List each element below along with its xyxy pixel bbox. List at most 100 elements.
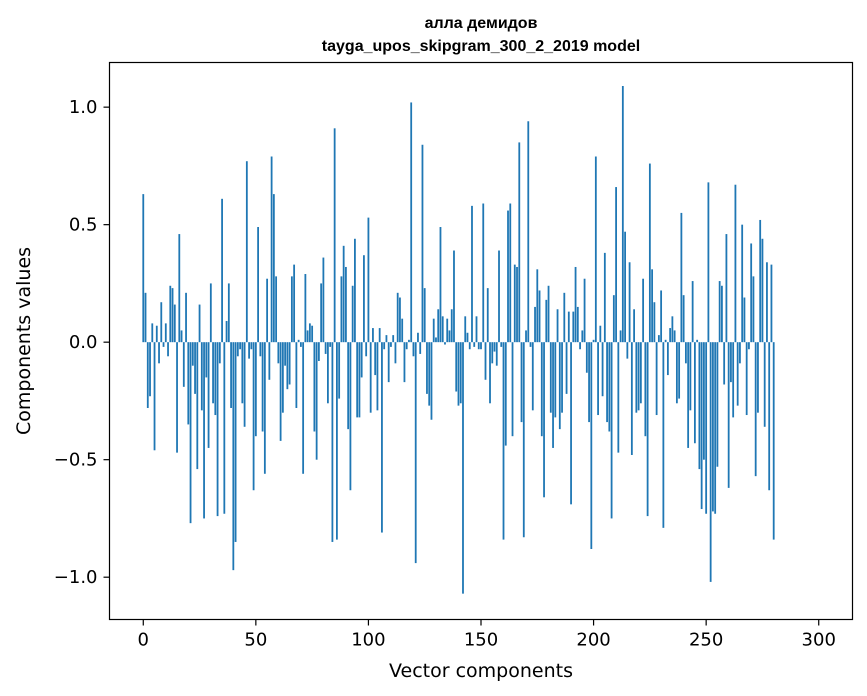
bar bbox=[529, 342, 532, 347]
bar bbox=[171, 288, 174, 343]
x-tick-label: 300 bbox=[802, 630, 836, 651]
bar bbox=[770, 264, 773, 343]
bar bbox=[581, 330, 584, 343]
bar bbox=[673, 330, 676, 343]
bar bbox=[660, 290, 663, 343]
bar bbox=[495, 342, 498, 366]
bar bbox=[669, 328, 672, 343]
bar bbox=[588, 342, 590, 423]
bar bbox=[608, 342, 611, 432]
bar bbox=[167, 342, 169, 357]
bar bbox=[691, 281, 694, 343]
bar bbox=[345, 266, 347, 343]
bar bbox=[621, 86, 624, 343]
bar bbox=[322, 257, 325, 343]
bar bbox=[403, 342, 406, 383]
bar bbox=[579, 342, 581, 350]
bar bbox=[182, 342, 185, 387]
chart-subtitle: tayga_upos_skipgram_300_2_2019 model bbox=[322, 38, 640, 55]
bar bbox=[696, 339, 699, 343]
bar bbox=[153, 342, 156, 451]
bar bbox=[462, 342, 464, 594]
bar bbox=[214, 342, 217, 416]
y-tick-label: −1.0 bbox=[54, 567, 98, 588]
bar-series bbox=[142, 86, 775, 594]
bar bbox=[745, 342, 748, 416]
bar bbox=[504, 342, 507, 446]
bar bbox=[194, 342, 196, 394]
x-tick-label: 200 bbox=[576, 630, 610, 651]
bar bbox=[457, 342, 460, 406]
bar bbox=[624, 231, 626, 343]
y-axis-label: Components values bbox=[13, 247, 35, 435]
bar bbox=[671, 316, 674, 343]
bar bbox=[489, 342, 491, 404]
bar bbox=[662, 342, 665, 528]
bar bbox=[401, 318, 404, 343]
bar bbox=[439, 227, 442, 343]
bar bbox=[606, 342, 608, 423]
bar bbox=[543, 342, 545, 498]
bar bbox=[408, 339, 410, 343]
bar bbox=[459, 342, 462, 404]
chart-title: алла демидов bbox=[425, 15, 538, 32]
bar bbox=[734, 184, 737, 343]
bar bbox=[444, 342, 446, 345]
bar bbox=[768, 342, 771, 491]
bar bbox=[396, 292, 399, 343]
bar bbox=[311, 325, 314, 343]
bar bbox=[748, 342, 750, 350]
bar bbox=[727, 342, 730, 488]
bar bbox=[155, 325, 158, 343]
bar bbox=[700, 342, 703, 510]
bar bbox=[678, 342, 681, 399]
bar bbox=[288, 342, 291, 385]
bar bbox=[410, 102, 413, 343]
y-tick-label: 0.5 bbox=[69, 215, 98, 236]
bar bbox=[286, 342, 289, 390]
bar bbox=[250, 342, 253, 350]
bar bbox=[428, 342, 431, 406]
bar bbox=[160, 302, 163, 343]
bar bbox=[189, 342, 192, 524]
y-tick-label: 0.0 bbox=[69, 332, 98, 353]
bar bbox=[601, 342, 604, 397]
bar bbox=[653, 302, 656, 343]
bar bbox=[739, 342, 741, 364]
bar bbox=[703, 342, 705, 460]
bar bbox=[498, 250, 500, 343]
bar bbox=[466, 332, 469, 343]
bar bbox=[354, 238, 356, 343]
bar bbox=[385, 335, 388, 343]
bar bbox=[387, 342, 390, 383]
bar bbox=[248, 342, 250, 359]
bar bbox=[637, 342, 640, 411]
bar bbox=[682, 295, 685, 343]
bar bbox=[340, 276, 343, 343]
bar bbox=[664, 339, 667, 343]
bar bbox=[766, 262, 768, 343]
bar bbox=[563, 292, 566, 343]
bar bbox=[437, 309, 440, 343]
bar bbox=[279, 342, 282, 441]
bar bbox=[268, 342, 271, 380]
x-axis-label: Vector components bbox=[389, 660, 573, 682]
bar bbox=[561, 342, 563, 413]
bar bbox=[405, 342, 408, 350]
bar bbox=[414, 342, 417, 564]
bar bbox=[207, 342, 210, 448]
bar bbox=[721, 285, 723, 343]
bar bbox=[626, 342, 629, 359]
bar bbox=[597, 342, 599, 416]
bar bbox=[257, 227, 259, 343]
bar bbox=[435, 337, 437, 343]
bar bbox=[572, 311, 575, 343]
bar bbox=[576, 306, 579, 343]
bar bbox=[254, 342, 257, 437]
bar bbox=[374, 342, 377, 376]
bar bbox=[446, 318, 449, 343]
bar bbox=[599, 325, 602, 343]
bar bbox=[698, 342, 701, 470]
bar bbox=[648, 163, 651, 343]
bar bbox=[570, 342, 572, 505]
